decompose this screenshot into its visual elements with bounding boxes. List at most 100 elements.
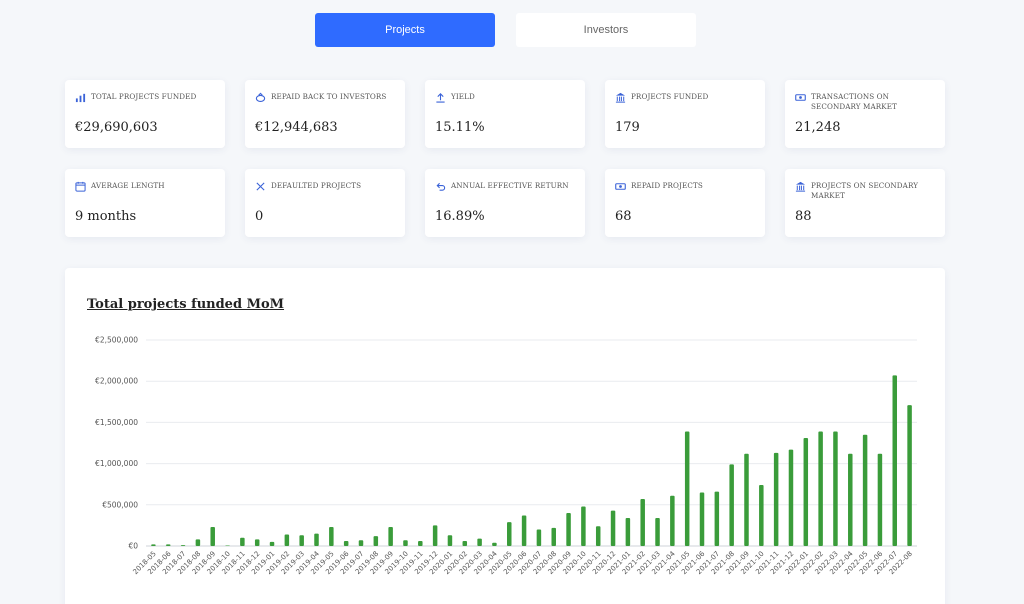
bar [803,438,809,546]
bar [329,527,334,546]
bar [447,535,453,546]
stat-label: DEFAULTED PROJECTS [271,181,362,190]
bar [684,431,690,546]
stat-card-average-length: AVERAGE LENGTH 9 months [65,169,225,237]
stat-value: 68 [615,209,632,224]
bar [848,453,853,546]
bar [462,541,468,546]
bar [625,517,631,546]
bar [299,535,304,546]
bar [254,539,260,546]
bar [225,545,230,546]
bar [907,405,912,546]
bar [581,506,586,546]
y-tick-label: €500,000 [102,500,138,509]
bar [477,538,482,546]
bar [759,485,764,546]
tab-projects[interactable]: Projects [315,13,495,47]
stat-value: €12,944,683 [255,120,338,135]
tab-investors[interactable]: Investors [516,13,696,47]
stat-value: €29,690,603 [75,120,158,135]
bar [595,526,601,546]
bar [862,434,868,546]
bar-chart-icon [75,93,86,103]
chart-card: Total projects funded MoM €0 €500,000 €1,0… [65,268,945,604]
bar [551,527,556,546]
stat-value: 16.89% [435,209,485,224]
bar [610,510,616,546]
stat-label: AVERAGE LENGTH [91,181,165,190]
stat-value: 179 [615,120,640,135]
undo-arrow-icon [436,182,446,191]
bar [358,540,364,546]
y-tick-label: €2,000,000 [95,377,138,386]
calendar-icon [75,181,86,192]
y-tick-label: €1,000,000 [95,459,138,468]
stat-label: ANNUAL EFFECTIVE RETURN [451,181,569,190]
bar-chart: €0 €500,000 €1,000,000 €1,500,000 €2,000,000… [95,336,917,576]
bar [269,541,275,546]
stat-value: 0 [255,209,264,224]
close-icon [256,182,265,191]
bar [284,534,290,546]
bar [165,544,171,546]
bank-icon [795,181,806,192]
stat-value: 15.11% [435,120,485,135]
bar [195,539,201,546]
bar [788,449,794,546]
bar [729,464,734,546]
bar [403,540,408,546]
bar [373,536,379,546]
bar [773,452,779,546]
piggy-bank-icon [255,92,266,102]
y-tick-label: €2,500,000 [95,336,138,345]
bar [388,527,393,546]
bar [892,375,898,546]
bar [432,525,438,546]
bar [640,499,645,546]
stat-label: REPAID BACK TO INVESTORS [271,92,387,101]
stat-value: 88 [795,209,812,224]
stat-label: TOTAL PROJECTS FUNDED [91,92,197,101]
bar [655,517,660,546]
bar [240,537,245,546]
bar [151,544,156,546]
stat-card-transactions-secondary: TRANSACTIONS ON SECONDARY MARKET 21,248 [785,80,945,148]
bar [210,527,215,546]
stat-card-defaulted-projects: DEFAULTED PROJECTS 0 [245,169,405,237]
bar [833,431,838,546]
view-tabs: Projects Investors [315,13,696,47]
bar [536,529,542,546]
chart-title: Total projects funded MoM [87,297,285,312]
stat-card-projects-funded: PROJECTS FUNDED 179 [605,80,765,148]
bar [521,515,527,546]
upload-arrow-icon [436,93,445,103]
bar [818,431,823,546]
bar [507,522,512,546]
bar [670,495,675,546]
bank-icon [615,92,626,103]
stat-label: REPAID PROJECTS [631,181,703,190]
banknote-icon [615,183,626,190]
stat-card-annual-effective-return: ANNUAL EFFECTIVE RETURN 16.89% [425,169,585,237]
stat-value: 9 months [75,209,137,224]
stat-card-yield: YIELD 15.11% [425,80,585,148]
bar [566,513,571,546]
stat-label: TRANSACTIONS ON SECONDARY MARKET [811,92,897,111]
stat-label: YIELD [451,92,475,101]
y-tick-label: €1,500,000 [95,418,138,427]
stat-card-repaid-projects: REPAID PROJECTS 68 [605,169,765,237]
banknote-icon [795,94,806,101]
bar [492,542,497,546]
bar [180,545,186,546]
stat-label: PROJECTS ON SECONDARY MARKET [811,181,919,200]
bar [699,492,705,546]
stat-card-repaid-back: REPAID BACK TO INVESTORS €12,944,683 [245,80,405,148]
bar [714,491,720,546]
stats-grid: TOTAL PROJECTS FUNDED €29,690,603 REPAID… [65,80,945,237]
stat-label: PROJECTS FUNDED [631,92,709,101]
stat-card-projects-secondary: PROJECTS ON SECONDARY MARKET 88 [785,169,945,237]
stat-value: 21,248 [795,120,841,135]
bar [418,541,423,546]
bar [343,541,349,546]
